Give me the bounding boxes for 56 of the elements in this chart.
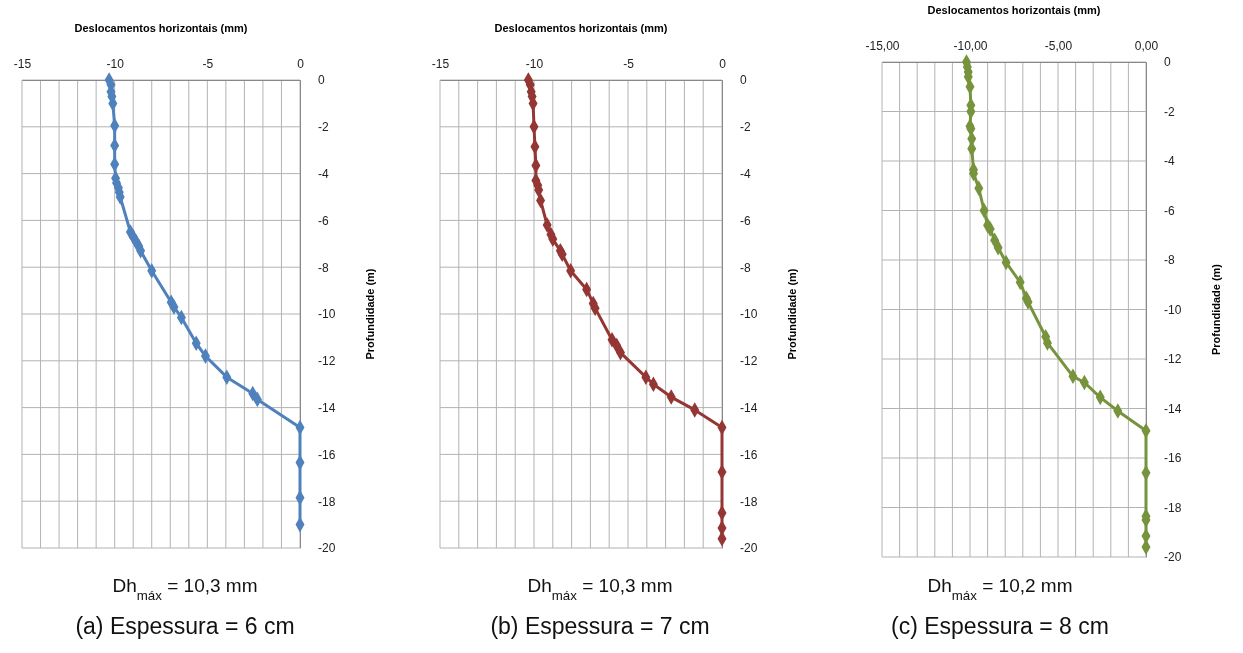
x-axis-title: Deslocamentos horizontais (mm) (494, 22, 668, 34)
y-tick-label: -12 (1164, 352, 1182, 367)
y-tick-label: -20 (318, 541, 336, 556)
text: (a) Espessura = 6 cm (75, 613, 295, 639)
y-tick-label: -2 (318, 120, 329, 135)
x-tick-label: -5 (202, 57, 214, 71)
y-tick-label: -14 (318, 400, 336, 415)
y-tick-label: -14 (740, 400, 758, 415)
y-tick-label: -4 (318, 166, 329, 181)
x-tick-label: 0 (297, 57, 305, 71)
y-tick-label: 0 (740, 73, 747, 88)
y-tick-label: -8 (1164, 253, 1175, 268)
x-tick-label: -10,00 (953, 39, 988, 53)
x-tick-label: -15 (13, 57, 32, 71)
text: (b) Espessura = 7 cm (490, 613, 710, 639)
x-tick-label: -15 (431, 57, 450, 71)
x-tick-label: -5,00 (1044, 39, 1073, 53)
y-tick-label: -4 (1164, 154, 1175, 169)
y-tick-label: -6 (318, 213, 329, 228)
y-tick-label: -12 (318, 354, 336, 369)
x-axis-title: Deslocamentos horizontais (mm) (74, 22, 248, 34)
y-tick-label: -16 (740, 447, 758, 462)
x-tick-label: 0,00 (1134, 39, 1159, 53)
text: Dh$_{máx}$ = 10,3 mm (527, 575, 673, 603)
y-axis-title: Profundidade (m) (786, 268, 798, 360)
y-tick-label: -12 (740, 354, 758, 369)
y-axis-title: Profundidade (m) (364, 268, 376, 360)
text: (c) Espessura = 8 cm (891, 613, 1109, 639)
y-tick-label: -4 (740, 166, 751, 181)
y-tick-label: -16 (318, 447, 336, 462)
y-tick-label: -16 (1164, 451, 1182, 466)
y-tick-label: -8 (318, 260, 329, 275)
y-tick-label: -20 (1164, 550, 1182, 565)
x-tick-label: -5 (623, 57, 635, 71)
x-axis-title: Deslocamentos horizontais (mm) (927, 4, 1101, 16)
y-tick-label: -14 (1164, 401, 1182, 416)
y-tick-label: -18 (318, 494, 336, 509)
y-tick-label: -20 (740, 541, 758, 556)
y-tick-label: -2 (740, 120, 751, 135)
x-tick-label: 0 (719, 57, 727, 71)
y-axis-title: Profundidade (m) (1210, 263, 1222, 356)
y-tick-label: -6 (740, 213, 751, 228)
y-tick-label: -8 (740, 260, 751, 275)
y-tick-label: -18 (740, 494, 758, 509)
y-tick-label: -10 (1164, 302, 1182, 317)
x-tick-label: -10 (106, 57, 125, 71)
text: Dh$_{máx}$ = 10,3 mm (112, 575, 258, 603)
x-tick-label: -15,00 (865, 39, 900, 53)
x-tick-label: -10 (525, 57, 544, 71)
y-tick-label: -10 (318, 307, 336, 322)
text: Dh$_{máx}$ = 10,2 mm (927, 575, 1073, 603)
y-tick-label: -10 (740, 307, 758, 322)
y-tick-label: 0 (318, 73, 325, 88)
y-tick-label: -6 (1164, 203, 1175, 218)
y-tick-label: -18 (1164, 500, 1182, 515)
y-tick-label: -2 (1164, 104, 1175, 119)
